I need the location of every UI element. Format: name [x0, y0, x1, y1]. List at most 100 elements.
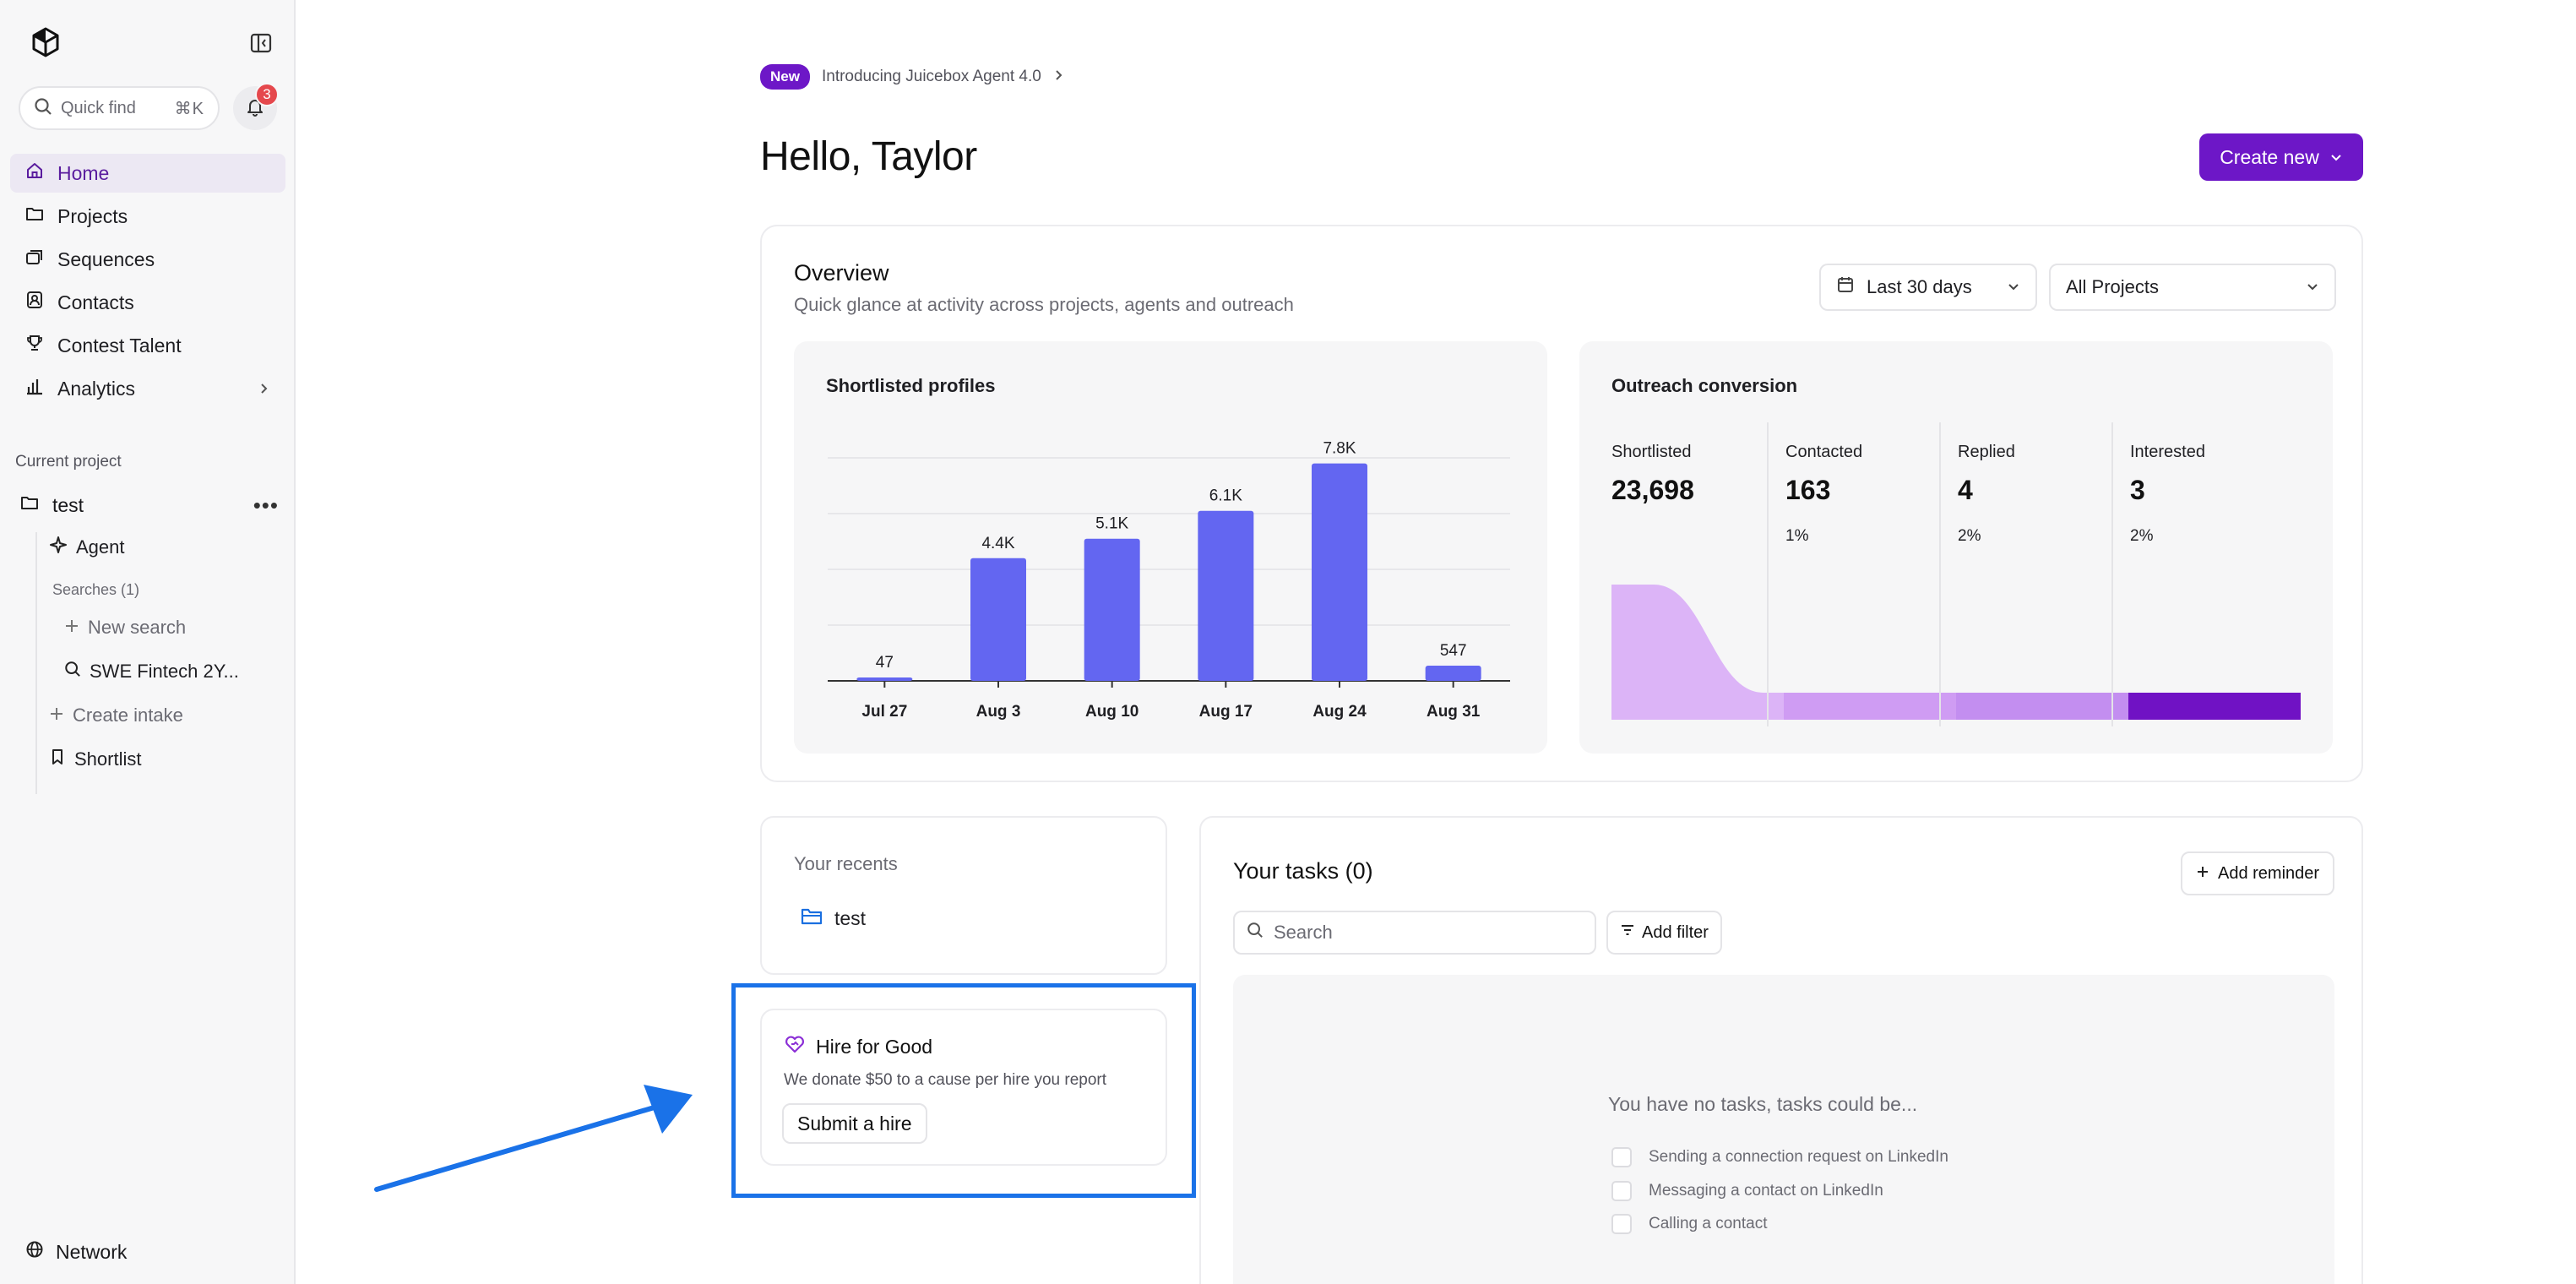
x-tick-label: Jul 27 — [861, 703, 907, 721]
bar-data-label: 4.4K — [981, 535, 1014, 552]
folder-icon — [25, 204, 44, 228]
conversion-stage-interested: Interested 3 2% — [2111, 422, 2282, 726]
suggestion-label: Sending a connection request on LinkedIn — [1649, 1148, 1948, 1166]
calendar-icon — [1836, 275, 1855, 299]
add-filter-button[interactable]: Add filter — [1606, 911, 1722, 955]
current-project-label: Current project — [15, 453, 122, 471]
create-intake-button[interactable]: Create intake — [49, 705, 183, 726]
conversion-funnel-chart — [1611, 585, 2301, 720]
add-filter-label: Add filter — [1642, 922, 1709, 942]
hire-for-good-header: Hire for Good — [784, 1034, 932, 1059]
conversion-stage-shortlisted: Shortlisted 23,698 — [1595, 422, 1765, 726]
plus-icon — [2196, 864, 2209, 884]
sequences-icon — [25, 248, 44, 271]
bar-data-label: 7.8K — [1323, 440, 1356, 458]
quick-find-placeholder: Quick find — [61, 98, 136, 117]
outreach-conversion-card: Outreach conversion Shortlisted 23,698 C… — [1579, 341, 2333, 754]
x-tick-label: Aug 17 — [1199, 703, 1253, 721]
nav-item-network[interactable]: Network — [25, 1240, 127, 1264]
main-nav: Home Projects Sequences Contacts Contest… — [10, 154, 285, 412]
notification-count-badge: 3 — [255, 83, 279, 106]
submit-hire-button[interactable]: Submit a hire — [782, 1103, 927, 1144]
announcement-banner[interactable]: New Introducing Juicebox Agent 4.0 — [760, 64, 1065, 90]
app-logo-icon[interactable] — [29, 25, 62, 59]
conversion-stage-contacted: Contacted 163 1% — [1767, 422, 1937, 726]
nav-item-projects[interactable]: Projects — [10, 197, 285, 236]
notifications-button[interactable]: 3 — [233, 83, 279, 130]
filter-icon — [1620, 922, 1635, 943]
sidebar: Quick find ⌘K 3 Home Projects Sequences … — [0, 0, 296, 1284]
announcement-text: Introducing Juicebox Agent 4.0 — [821, 68, 1041, 85]
task-suggestion: Messaging a contact on LinkedIn — [1611, 1181, 1883, 1201]
nav-item-analytics[interactable]: Analytics — [10, 369, 285, 408]
new-search-label: New search — [88, 617, 187, 638]
quick-find-input[interactable]: Quick find ⌘K — [19, 86, 220, 130]
checkbox[interactable] — [1611, 1147, 1632, 1167]
sparkle-icon — [49, 536, 68, 559]
stage-label: Contacted — [1785, 443, 1863, 461]
plus-icon — [64, 617, 79, 639]
tree-item-shortlist[interactable]: Shortlist — [49, 748, 141, 770]
conversion-title: Outreach conversion — [1611, 375, 1798, 396]
add-reminder-label: Add reminder — [2218, 863, 2320, 883]
bar-data-label: 47 — [876, 654, 894, 672]
globe-icon — [25, 1240, 44, 1264]
date-range-select[interactable]: Last 30 days — [1819, 264, 2037, 311]
x-tick-label: Aug 3 — [976, 703, 1021, 721]
heart-hand-icon — [784, 1034, 806, 1059]
hire-for-good-title: Hire for Good — [816, 1035, 933, 1058]
nav-item-contacts[interactable]: Contacts — [10, 283, 285, 322]
stage-value: 4 — [1958, 475, 1973, 505]
chevron-down-icon — [2306, 276, 2319, 298]
date-range-value: Last 30 days — [1867, 276, 1972, 297]
stage-label: Shortlisted — [1611, 443, 1692, 461]
bar-data-label: 5.1K — [1095, 515, 1128, 533]
funnel-stage-interested — [2128, 693, 2301, 720]
funnel-stage-replied — [1956, 693, 2128, 720]
funnel-stage-contacted — [1784, 693, 1956, 720]
create-new-label: Create new — [2220, 145, 2319, 168]
task-search-input[interactable]: Search — [1233, 911, 1596, 955]
chevron-right-icon — [257, 378, 270, 400]
create-new-button[interactable]: Create new — [2199, 133, 2363, 181]
add-reminder-button[interactable]: Add reminder — [2181, 851, 2335, 895]
nav-label-projects: Projects — [57, 204, 128, 227]
collapse-sidebar-icon[interactable] — [248, 30, 274, 56]
checkbox[interactable] — [1611, 1181, 1632, 1201]
nav-item-home[interactable]: Home — [10, 154, 285, 193]
recent-item-label: test — [834, 906, 867, 929]
agent-label: Agent — [76, 536, 125, 558]
nav-item-contest-talent[interactable]: Contest Talent — [10, 326, 285, 365]
bar — [1084, 538, 1140, 681]
search-item-swe-fintech[interactable]: SWE Fintech 2Y... — [64, 661, 239, 683]
quick-find-shortcut: ⌘K — [174, 99, 204, 118]
x-tick-label: Aug 31 — [1427, 703, 1481, 721]
x-tick-label: Aug 24 — [1312, 703, 1367, 721]
bar-data-label: 6.1K — [1209, 487, 1242, 505]
highlight-box — [731, 983, 1196, 1198]
page-title: Hello, Taylor — [760, 134, 977, 179]
checkbox[interactable] — [1611, 1214, 1632, 1234]
stage-value: 163 — [1785, 475, 1831, 505]
task-suggestion: Sending a connection request on LinkedIn — [1611, 1147, 1948, 1167]
new-badge: New — [760, 64, 810, 90]
suggestion-label: Calling a contact — [1649, 1215, 1768, 1232]
overview-title: Overview — [794, 260, 889, 286]
x-tick-label: Aug 10 — [1085, 703, 1139, 721]
project-filter-select[interactable]: All Projects — [2049, 264, 2336, 311]
empty-message: You have no tasks, tasks could be... — [1608, 1093, 1918, 1115]
suggestion-label: Messaging a contact on LinkedIn — [1649, 1182, 1883, 1200]
hire-for-good-card: Hire for Good We donate $50 to a cause p… — [760, 1009, 1167, 1166]
bar-data-label: 547 — [1440, 642, 1467, 660]
nav-item-sequences[interactable]: Sequences — [10, 240, 285, 279]
shortlisted-bar-chart: 47 Jul 27 4.4K Aug 3 5.1K Aug 10 6.1K Aug 17 7.8… — [828, 440, 1510, 721]
tasks-empty-state: You have no tasks, tasks could be... Sen… — [1233, 975, 2334, 1284]
chart-title: Shortlisted profiles — [826, 375, 996, 396]
new-search-button[interactable]: New search — [64, 617, 186, 639]
tree-item-agent[interactable]: Agent — [49, 536, 125, 559]
annotation-arrow-icon — [374, 1085, 693, 1192]
more-options-icon[interactable]: ••• — [253, 492, 279, 518]
folder-icon — [20, 493, 39, 517]
recent-item-test[interactable]: test — [801, 906, 866, 931]
current-project-item[interactable]: test ••• — [20, 488, 279, 522]
